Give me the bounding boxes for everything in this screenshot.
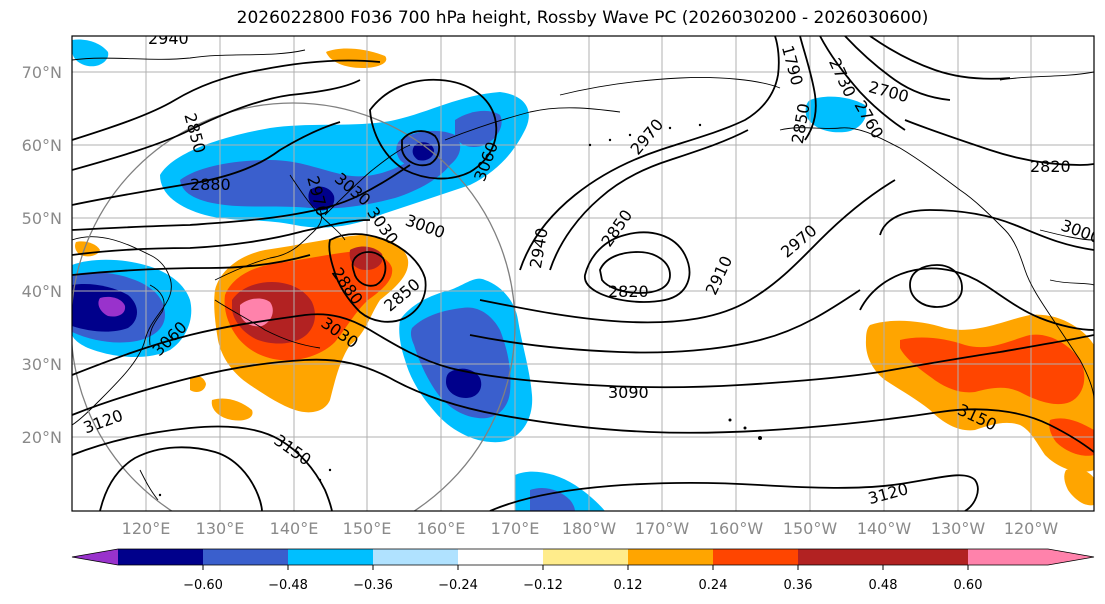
colorbar-tick-label: −0.24 bbox=[438, 578, 478, 593]
colorbar-ticks bbox=[202, 565, 969, 570]
lon-label: 140°E bbox=[270, 519, 319, 538]
lon-label: 180°W bbox=[562, 519, 617, 538]
colorbar-tick-label: −0.60 bbox=[183, 578, 223, 593]
coastlines bbox=[72, 49, 1094, 501]
colorbar-bin bbox=[543, 549, 628, 565]
lon-label: 120°E bbox=[122, 519, 171, 538]
lat-label: 40°N bbox=[22, 282, 62, 301]
lon-label: 170°E bbox=[491, 519, 540, 538]
lon-label: 130°W bbox=[931, 519, 986, 538]
contour-label: 2940 bbox=[148, 29, 189, 48]
colorbar-bin bbox=[288, 549, 373, 565]
lon-label: 140°W bbox=[857, 519, 912, 538]
lat-label: 60°N bbox=[22, 136, 62, 155]
contour-label: 2820 bbox=[1030, 157, 1071, 176]
colorbar-tick-label: −0.12 bbox=[523, 578, 563, 593]
colorbar-bin bbox=[118, 549, 203, 565]
colorbar-tick-label: 0.24 bbox=[699, 578, 728, 593]
colorbar-tick-label: −0.48 bbox=[268, 578, 308, 593]
contour-label: 2880 bbox=[190, 175, 231, 194]
colorbar-bin bbox=[628, 549, 713, 565]
colorbar-extend-max bbox=[1048, 549, 1094, 565]
longitude-axis: 120°E 130°E 140°E 150°E 160°E 170°E 180°… bbox=[122, 519, 1059, 538]
colorbar-bin bbox=[373, 549, 458, 565]
contour-label: 3090 bbox=[608, 383, 649, 402]
lat-label: 70°N bbox=[22, 63, 62, 82]
lat-label: 30°N bbox=[22, 355, 62, 374]
lon-label: 130°E bbox=[196, 519, 245, 538]
colorbar-tick-label: 0.48 bbox=[869, 578, 898, 593]
map-frame bbox=[71, 35, 1095, 512]
lat-label: 20°N bbox=[22, 428, 62, 447]
height-contours bbox=[72, 36, 1094, 511]
contour-label: 2820 bbox=[608, 282, 649, 301]
islands bbox=[158, 123, 762, 497]
lon-label: 160°E bbox=[417, 519, 466, 538]
colorbar-tick-label: 0.36 bbox=[784, 578, 813, 593]
colorbar-tick-label: −0.36 bbox=[353, 578, 393, 593]
colorbar-tick-label: 0.12 bbox=[614, 578, 643, 593]
lon-label: 160°W bbox=[709, 519, 764, 538]
lon-label: 120°W bbox=[1004, 519, 1059, 538]
colorbar-bin bbox=[458, 549, 543, 565]
colorbar-bin bbox=[798, 549, 883, 565]
colorbar-bin bbox=[968, 549, 1048, 565]
lon-label: 150°E bbox=[343, 519, 392, 538]
map-title: 2026022800 F036 700 hPa height, Rossby W… bbox=[236, 8, 929, 28]
reference-circle bbox=[72, 102, 516, 511]
colorbar-bin bbox=[883, 549, 968, 565]
positive-anomaly-shading bbox=[75, 48, 1094, 506]
colorbar-tick-label: 0.60 bbox=[954, 578, 983, 593]
map-panel: 2940 2850 2880 2970 3030 3060 3000 3030 … bbox=[72, 29, 1094, 511]
colorbar-bin bbox=[713, 549, 798, 565]
colorbar-extend-min bbox=[72, 549, 118, 565]
lon-label: 170°W bbox=[635, 519, 690, 538]
colorbar: −0.60 −0.48 −0.36 −0.24 −0.12 0.12 0.24 … bbox=[71, 548, 1095, 593]
lat-label: 50°N bbox=[22, 209, 62, 228]
colorbar-bin bbox=[203, 549, 288, 565]
lon-label: 150°W bbox=[783, 519, 838, 538]
latitude-axis: 70°N 60°N 50°N 40°N 30°N 20°N bbox=[22, 63, 62, 447]
colorbar-outline bbox=[71, 548, 1095, 566]
